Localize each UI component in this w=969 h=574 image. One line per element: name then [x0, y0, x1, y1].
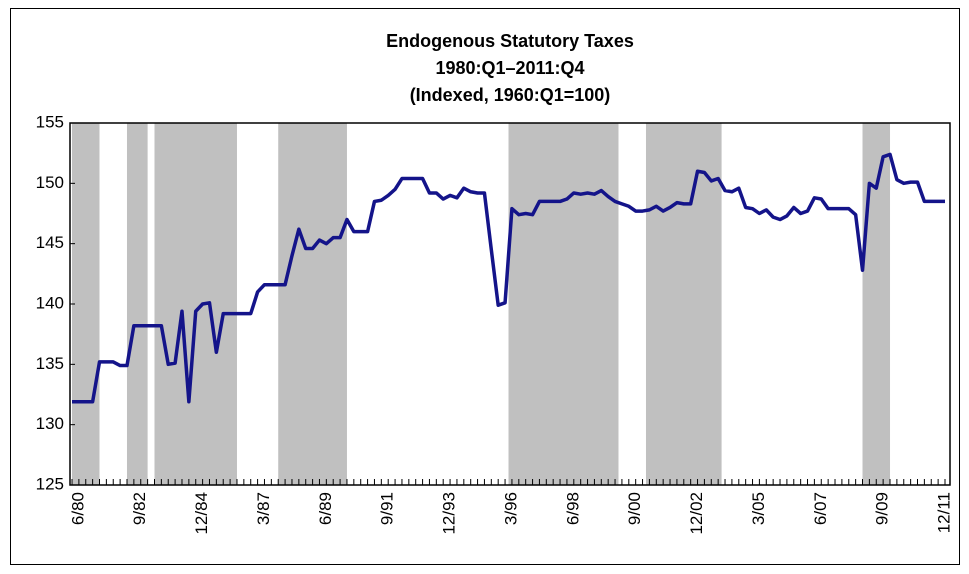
- x-tick-label: 9/00: [625, 492, 644, 525]
- chart-title: Endogenous Statutory Taxes: [386, 31, 634, 51]
- y-tick-label: 130: [36, 414, 64, 433]
- shaded-period: [645, 123, 722, 485]
- x-tick-label: 12/02: [687, 492, 706, 535]
- y-tick-label: 140: [36, 293, 64, 312]
- y-tick-label: 145: [36, 233, 64, 252]
- x-tick-label: 6/80: [68, 492, 87, 525]
- x-tick-label: 6/89: [316, 492, 335, 525]
- x-tick-label: 6/98: [563, 492, 582, 525]
- y-tick-label: 125: [36, 474, 64, 493]
- y-tick-label: 135: [36, 354, 64, 373]
- y-tick-label: 150: [36, 173, 64, 192]
- shaded-period: [862, 123, 891, 485]
- x-tick-label: 9/82: [130, 492, 149, 525]
- x-tick-label: 12/11: [934, 492, 953, 533]
- shaded-period: [154, 123, 237, 485]
- line: [72, 152, 945, 404]
- x-tick-label: 12/84: [192, 492, 211, 535]
- shaded-period: [72, 123, 100, 485]
- x-tick-label: 3/96: [501, 492, 520, 525]
- x-tick-label: 3/05: [749, 492, 768, 525]
- x-tick-label: 12/93: [440, 492, 459, 535]
- x-tick-label: 3/87: [254, 492, 273, 525]
- x-tick-label: 9/09: [873, 492, 892, 525]
- shaded-period: [508, 123, 619, 485]
- chart-subtitle: 1980:Q1–2011:Q4: [435, 58, 584, 78]
- shaded-period: [126, 123, 148, 485]
- shaded-period: [278, 123, 347, 485]
- y-tick-label: 155: [36, 112, 64, 131]
- chart-subtitle: (Indexed, 1960:Q1=100): [410, 85, 611, 105]
- x-tick-label: 6/07: [811, 492, 830, 525]
- x-tick-label: 9/91: [378, 492, 397, 525]
